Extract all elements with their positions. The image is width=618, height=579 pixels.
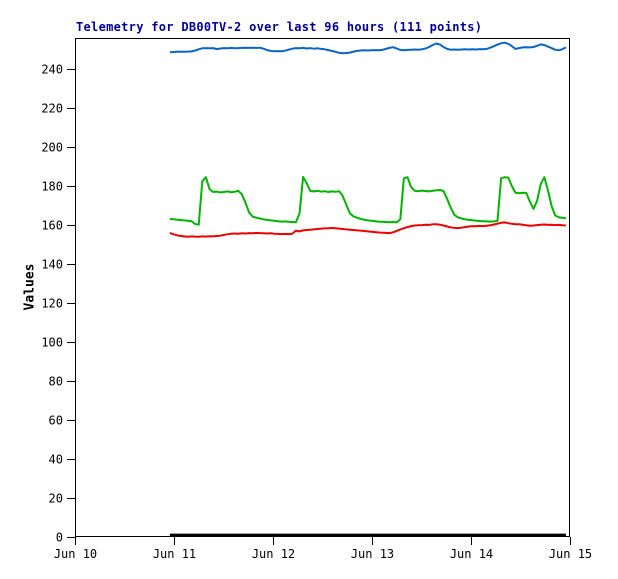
x-tick-label: Jun 15: [549, 547, 592, 561]
series-red-line: [169, 221, 566, 238]
y-tick-label: 120: [41, 297, 63, 311]
series-blue-line: [169, 41, 567, 55]
x-tick-label: Jun 11: [153, 547, 196, 561]
x-tick-label: Jun 13: [351, 547, 394, 561]
y-tick-label: 140: [41, 258, 63, 272]
x-tick-label: Jun 14: [450, 547, 493, 561]
x-tick-label: Jun 10: [54, 547, 97, 561]
plot-border: [75, 38, 570, 537]
series-green-line: [169, 176, 567, 226]
y-tick-label: 100: [41, 336, 63, 350]
y-axis-title: Values: [22, 263, 38, 311]
y-tick-label: 180: [41, 180, 63, 194]
plot-generated-content: 0 20 40 60 80 100 120 140 160 180 200 220 240 Jun 10 J…: [41, 38, 592, 561]
y-tick-label: 240: [41, 63, 63, 77]
y-tick-label: 200: [41, 141, 63, 155]
chart-title: Telemetry for DB00TV-2 over last 96 hour…: [76, 20, 483, 34]
y-tick-label: 60: [49, 414, 63, 428]
y-tick-label: 0: [56, 531, 63, 545]
y-tick-label: 80: [49, 375, 63, 389]
y-tick-label: 40: [49, 453, 63, 467]
y-tick-label: 20: [49, 492, 63, 506]
y-tick-label: 220: [41, 102, 63, 116]
x-tick-label: Jun 12: [252, 547, 295, 561]
y-tick-label: 160: [41, 219, 63, 233]
